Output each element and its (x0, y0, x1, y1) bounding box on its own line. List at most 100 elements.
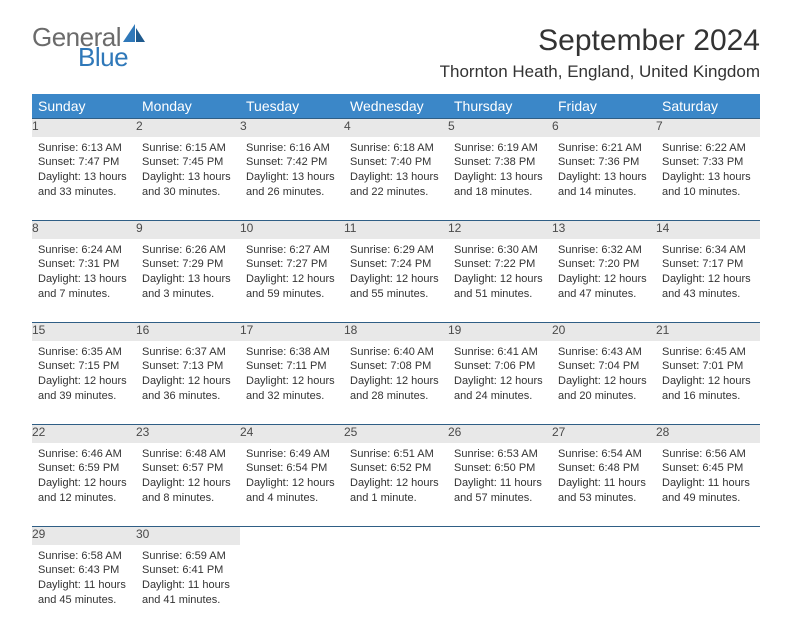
daynum-cell: 18 (344, 323, 448, 341)
day-cell: Sunrise: 6:48 AMSunset: 6:57 PMDaylight:… (136, 443, 240, 527)
sunset-text: Sunset: 6:48 PM (558, 461, 650, 476)
sunset-text: Sunset: 7:04 PM (558, 359, 650, 374)
header: General Blue September 2024 Thornton Hea… (32, 24, 760, 82)
daynum-cell: 25 (344, 425, 448, 443)
sunset-text: Sunset: 6:45 PM (662, 461, 754, 476)
day-cell: Sunrise: 6:58 AMSunset: 6:43 PMDaylight:… (32, 545, 136, 629)
sunrise-text: Sunrise: 6:59 AM (142, 549, 234, 564)
sunrise-text: Sunrise: 6:58 AM (38, 549, 130, 564)
day2-text: and 45 minutes. (38, 593, 130, 608)
sunrise-text: Sunrise: 6:37 AM (142, 345, 234, 360)
sunset-text: Sunset: 7:31 PM (38, 257, 130, 272)
day-cell: Sunrise: 6:41 AMSunset: 7:06 PMDaylight:… (448, 341, 552, 425)
day-cell: Sunrise: 6:19 AMSunset: 7:38 PMDaylight:… (448, 137, 552, 221)
day2-text: and 14 minutes. (558, 185, 650, 200)
day1-text: Daylight: 12 hours (246, 374, 338, 389)
sunset-text: Sunset: 6:54 PM (246, 461, 338, 476)
content-row: Sunrise: 6:24 AMSunset: 7:31 PM Daylight:… (32, 239, 760, 323)
sunset-text: Sunset: 7:38 PM (454, 155, 546, 170)
daynum-cell: 9 (136, 221, 240, 239)
day1-text: Daylight: 12 hours (38, 476, 130, 491)
sunrise-text: Sunrise: 6:22 AM (662, 141, 754, 156)
day1-text: Daylight: 12 hours (558, 374, 650, 389)
daynum-cell: 10 (240, 221, 344, 239)
day-cell: Sunrise: 6:24 AMSunset: 7:31 PMDaylight:… (32, 239, 136, 323)
day1-text: Daylight: 12 hours (142, 374, 234, 389)
sunset-text: Sunset: 7:42 PM (246, 155, 338, 170)
daynum-row: 891011121314 (32, 221, 760, 239)
title-block: September 2024 Thornton Heath, England, … (440, 24, 760, 82)
sunset-text: Sunset: 6:57 PM (142, 461, 234, 476)
sunset-text: Sunset: 7:33 PM (662, 155, 754, 170)
daynum-cell: 13 (552, 221, 656, 239)
day1-text: Daylight: 13 hours (662, 170, 754, 185)
daynum-cell: 6 (552, 119, 656, 137)
day-cell: Sunrise: 6:34 AMSunset: 7:17 PMDaylight:… (656, 239, 760, 323)
daynum-cell (448, 527, 552, 545)
sunset-text: Sunset: 7:08 PM (350, 359, 442, 374)
sunrise-text: Sunrise: 6:30 AM (454, 243, 546, 258)
sunset-text: Sunset: 7:11 PM (246, 359, 338, 374)
day-cell: Sunrise: 6:56 AMSunset: 6:45 PMDaylight:… (656, 443, 760, 527)
day2-text: and 59 minutes. (246, 287, 338, 302)
sunrise-text: Sunrise: 6:24 AM (38, 243, 130, 258)
day-cell (448, 545, 552, 629)
sunset-text: Sunset: 6:59 PM (38, 461, 130, 476)
day1-text: Daylight: 12 hours (558, 272, 650, 287)
sunset-text: Sunset: 7:27 PM (246, 257, 338, 272)
day-cell: Sunrise: 6:45 AMSunset: 7:01 PMDaylight:… (656, 341, 760, 425)
day2-text: and 3 minutes. (142, 287, 234, 302)
day1-text: Daylight: 12 hours (246, 272, 338, 287)
sunset-text: Sunset: 7:17 PM (662, 257, 754, 272)
daynum-cell: 15 (32, 323, 136, 341)
daynum-cell: 14 (656, 221, 760, 239)
daynum-cell: 7 (656, 119, 760, 137)
sunset-text: Sunset: 7:13 PM (142, 359, 234, 374)
col-tuesday: Tuesday (240, 94, 344, 119)
daynum-row: 2930 (32, 527, 760, 545)
daynum-cell: 22 (32, 425, 136, 443)
sunset-text: Sunset: 7:36 PM (558, 155, 650, 170)
day2-text: and 49 minutes. (662, 491, 754, 506)
day1-text: Daylight: 13 hours (142, 272, 234, 287)
day-cell: Sunrise: 6:43 AMSunset: 7:04 PMDaylight:… (552, 341, 656, 425)
daynum-row: 22232425262728 (32, 425, 760, 443)
day2-text: and 39 minutes. (38, 389, 130, 404)
sunset-text: Sunset: 6:52 PM (350, 461, 442, 476)
sunset-text: Sunset: 7:22 PM (454, 257, 546, 272)
daynum-cell: 1 (32, 119, 136, 137)
sunrise-text: Sunrise: 6:26 AM (142, 243, 234, 258)
sunset-text: Sunset: 7:24 PM (350, 257, 442, 272)
sunrise-text: Sunrise: 6:49 AM (246, 447, 338, 462)
sunrise-text: Sunrise: 6:16 AM (246, 141, 338, 156)
daynum-cell: 19 (448, 323, 552, 341)
daynum-cell: 8 (32, 221, 136, 239)
day2-text: and 57 minutes. (454, 491, 546, 506)
page-title: September 2024 (440, 24, 760, 58)
sunset-text: Sunset: 6:50 PM (454, 461, 546, 476)
daynum-cell (656, 527, 760, 545)
day1-text: Daylight: 12 hours (662, 272, 754, 287)
daynum-cell (240, 527, 344, 545)
day-cell: Sunrise: 6:51 AMSunset: 6:52 PMDaylight:… (344, 443, 448, 527)
day-cell: Sunrise: 6:15 AMSunset: 7:45 PMDaylight:… (136, 137, 240, 221)
day-cell: Sunrise: 6:59 AMSunset: 6:41 PMDaylight:… (136, 545, 240, 629)
daynum-cell (344, 527, 448, 545)
weekday-header-row: Sunday Monday Tuesday Wednesday Thursday… (32, 94, 760, 119)
day-cell: Sunrise: 6:13 AMSunset: 7:47 PMDaylight:… (32, 137, 136, 221)
day2-text: and 43 minutes. (662, 287, 754, 302)
day2-text: and 51 minutes. (454, 287, 546, 302)
col-friday: Friday (552, 94, 656, 119)
daynum-row: 15161718192021 (32, 323, 760, 341)
daynum-cell: 21 (656, 323, 760, 341)
day-cell (240, 545, 344, 629)
location-subtitle: Thornton Heath, England, United Kingdom (440, 62, 760, 82)
day-cell: Sunrise: 6:26 AMSunset: 7:29 PMDaylight:… (136, 239, 240, 323)
day1-text: Daylight: 12 hours (662, 374, 754, 389)
day1-text: Daylight: 12 hours (38, 374, 130, 389)
sunset-text: Sunset: 7:45 PM (142, 155, 234, 170)
day-cell: Sunrise: 6:22 AMSunset: 7:33 PMDaylight:… (656, 137, 760, 221)
day2-text: and 10 minutes. (662, 185, 754, 200)
sunrise-text: Sunrise: 6:35 AM (38, 345, 130, 360)
day2-text: and 1 minute. (350, 491, 442, 506)
